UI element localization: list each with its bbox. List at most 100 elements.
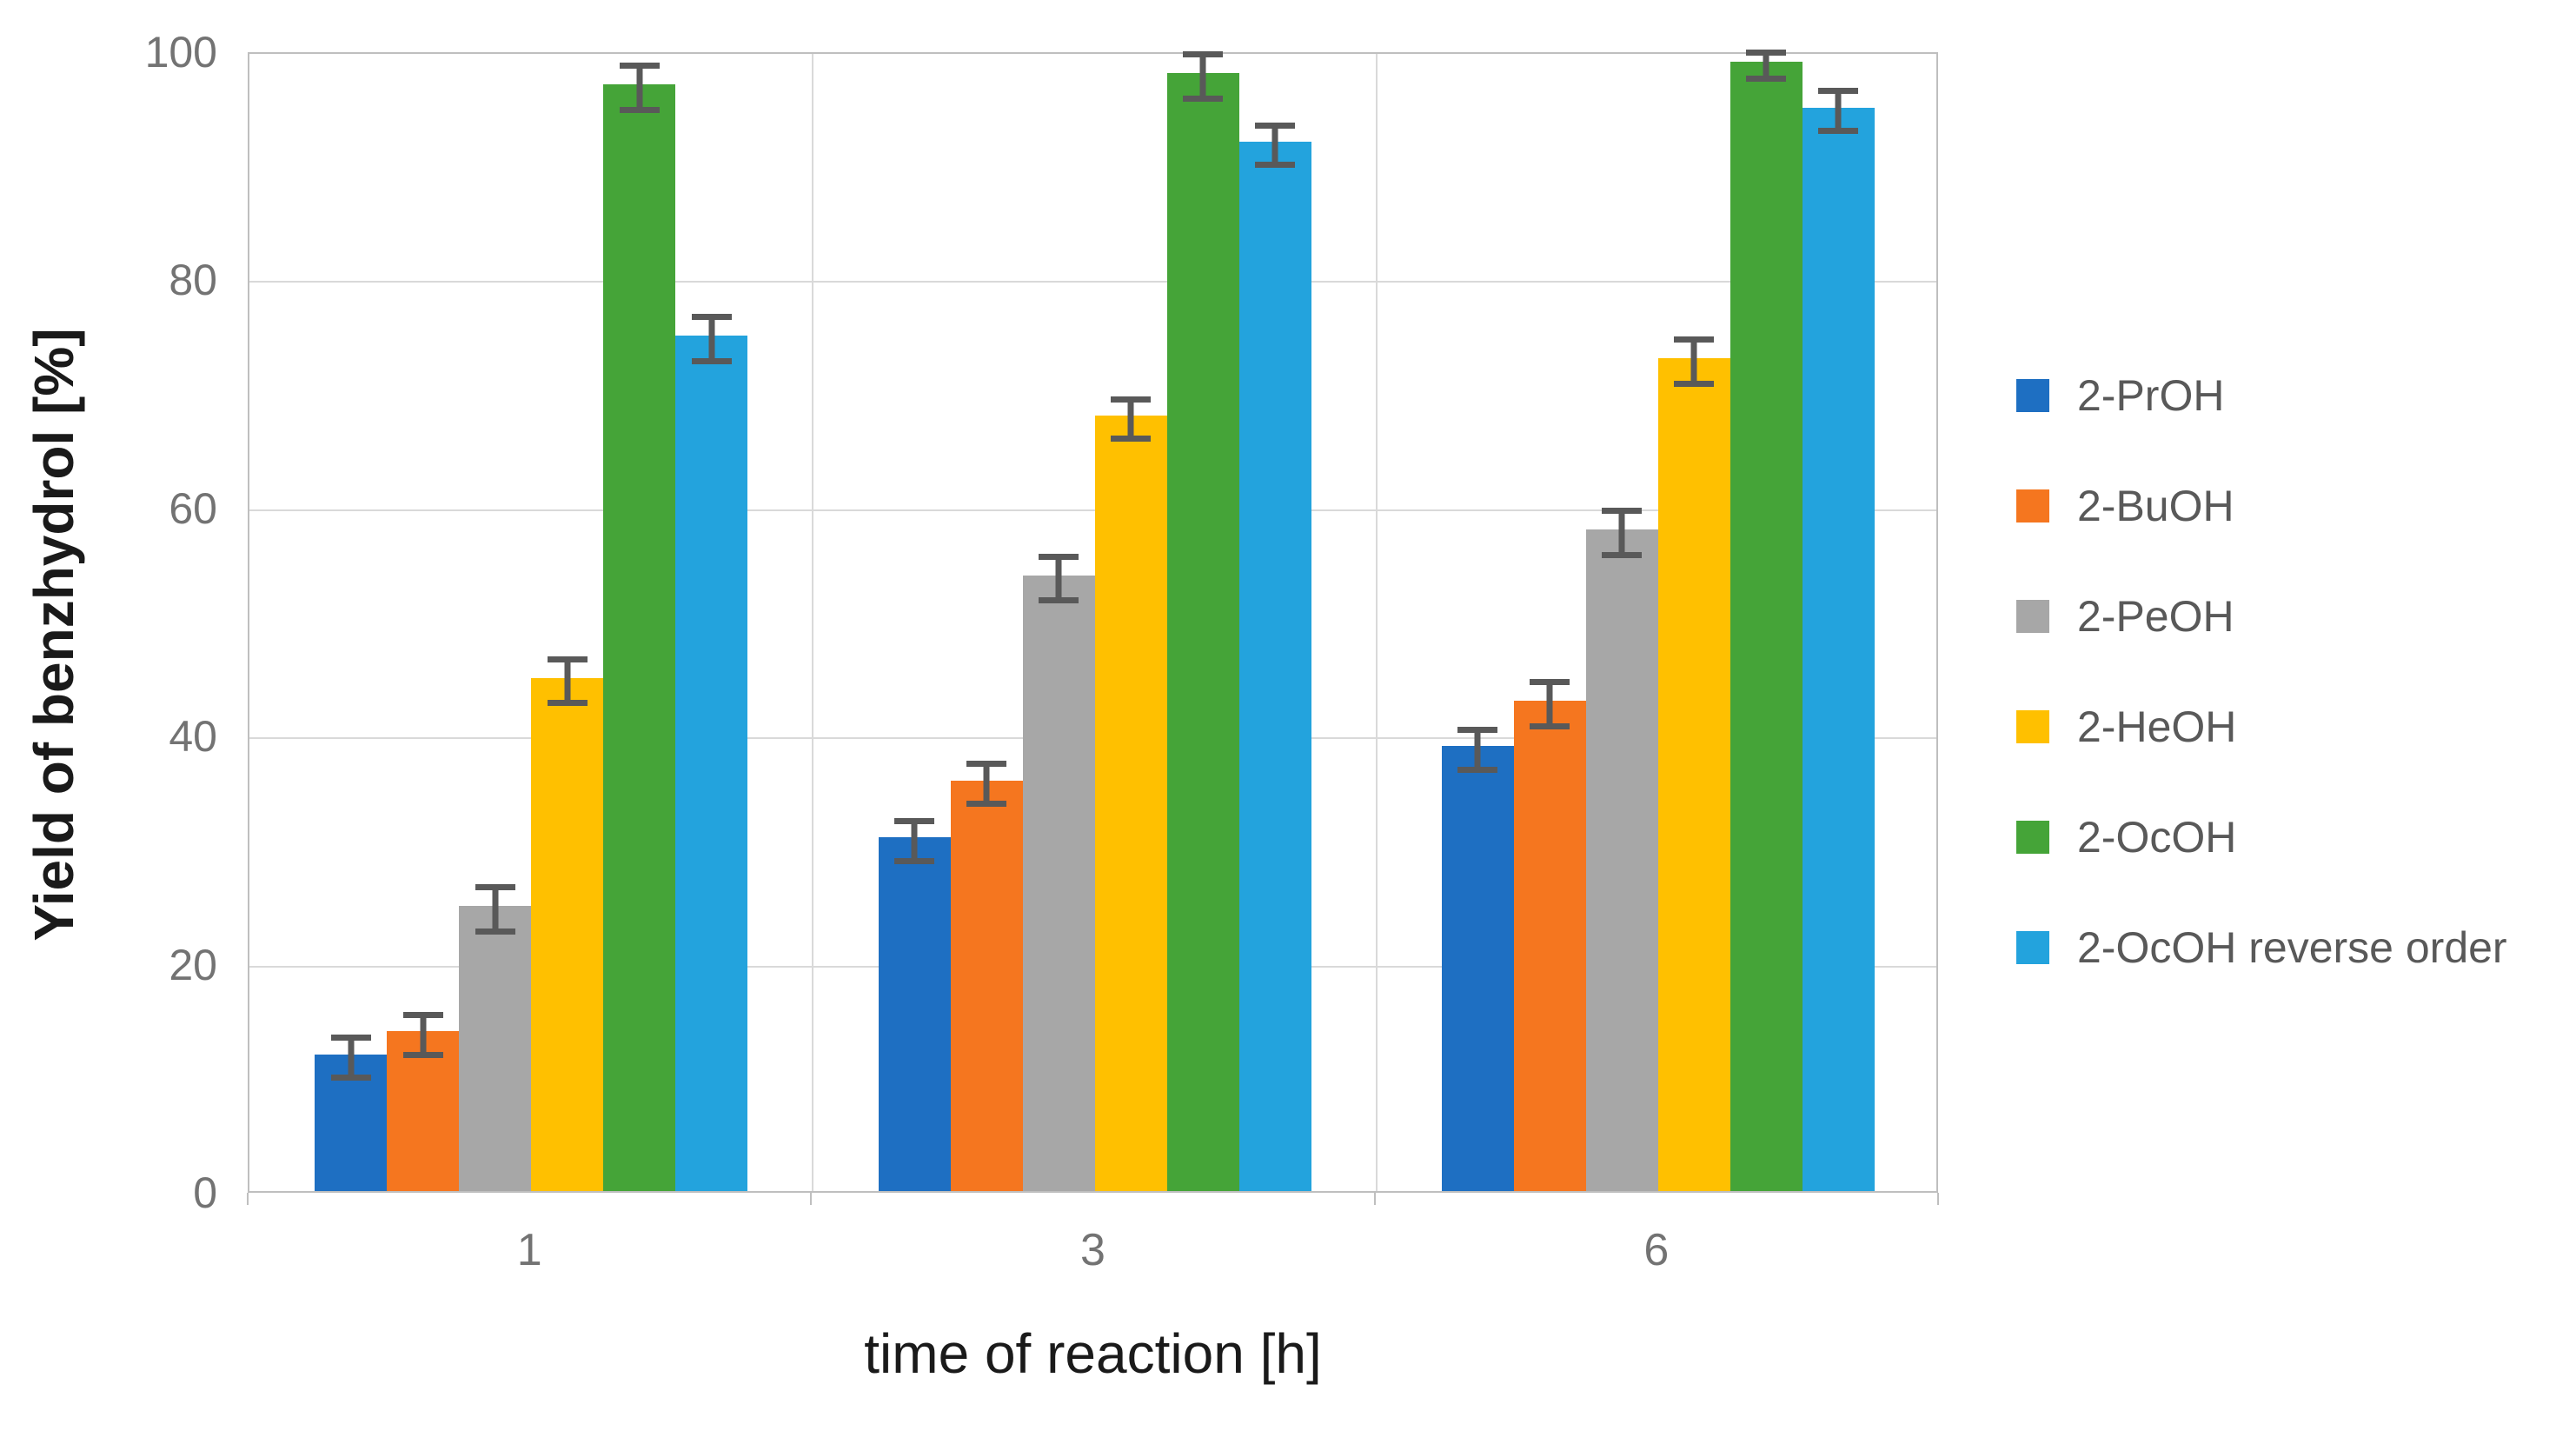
error-bar-cap-top [475, 884, 515, 891]
error-bar-cap-top [1111, 396, 1151, 403]
error-bar [603, 63, 675, 114]
error-bar-stem [1690, 336, 1697, 388]
bar-2-BuOH-cat3 [950, 780, 1023, 1191]
error-bar [1658, 336, 1730, 388]
error-bar-cap-top [1183, 51, 1223, 58]
error-bar-cap-top [1530, 678, 1570, 685]
error-bar-stem [1618, 508, 1625, 558]
bar-2-HeOH-cat6 [1657, 358, 1730, 1191]
y-tick-label: 60 [169, 483, 217, 533]
legend-item-2-PeOH: 2-PeOH [2016, 595, 2234, 638]
legend-swatch [2016, 489, 2049, 522]
legend-label: 2-OcOH reverse order [2077, 923, 2507, 972]
y-axis-title: Yield of benzhydrol [%] [23, 328, 85, 942]
error-bar-stem [1835, 88, 1842, 134]
error-bar-cap-top [619, 63, 660, 70]
error-bar-stem [1127, 396, 1134, 443]
x-category-label: 6 [1643, 1225, 1670, 1275]
legend-swatch [2016, 600, 2049, 633]
error-bar-cap-bottom [1039, 597, 1079, 604]
error-bar [1095, 396, 1167, 443]
bar-2-PrOH-cat6 [1441, 746, 1514, 1191]
error-bar-cap-top [1457, 727, 1498, 734]
error-bar-cap-top [547, 656, 588, 662]
error-bar-cap-bottom [1674, 381, 1715, 388]
bar-2-OcOH-cat1 [603, 84, 676, 1191]
error-bar-cap-top [402, 1012, 443, 1019]
error-bar [531, 656, 603, 707]
bar-2-PrOH-cat3 [878, 837, 951, 1191]
error-bar-cap-top [1602, 508, 1643, 515]
v-gridline [812, 54, 814, 1191]
v-gridline [1375, 54, 1378, 1191]
error-bar [1442, 727, 1514, 773]
legend-label: 2-PeOH [2077, 592, 2234, 641]
h-gridline [249, 281, 1936, 283]
error-bar [1803, 88, 1875, 134]
bar-2-OcOH reverse order-cat1 [675, 336, 748, 1191]
error-bar [1730, 49, 1803, 82]
x-axis-tick [1937, 1193, 1939, 1205]
error-bar-cap-top [1255, 122, 1295, 129]
error-bar-cap-bottom [1746, 75, 1787, 82]
legend-swatch [2016, 931, 2049, 964]
error-bar-stem [636, 63, 643, 114]
bar-2-OcOH reverse order-cat6 [1802, 107, 1875, 1191]
legend-swatch [2016, 379, 2049, 412]
error-bar [675, 314, 747, 364]
bar-2-BuOH-cat6 [1513, 700, 1586, 1191]
legend-item-2-BuOH: 2-BuOH [2016, 484, 2234, 528]
x-category-label: 3 [1080, 1225, 1105, 1275]
error-bar-stem [348, 1035, 355, 1081]
bar-2-OcOH reverse order-cat3 [1238, 141, 1311, 1191]
bar-2-HeOH-cat1 [531, 677, 604, 1191]
error-bar [1514, 678, 1586, 729]
x-axis-title: time of reaction [h] [864, 1322, 1322, 1385]
error-bar-cap-top [691, 314, 732, 321]
error-bar-cap-top [1818, 88, 1859, 95]
error-bar [387, 1012, 459, 1058]
error-bar-stem [1199, 51, 1206, 103]
legend-item-2-HeOH: 2-HeOH [2016, 705, 2236, 749]
h-gridline [249, 509, 1936, 511]
error-bar-cap-bottom [894, 857, 934, 864]
error-bar-stem [1474, 727, 1481, 773]
error-bar [1023, 553, 1095, 604]
error-bar-cap-bottom [1183, 96, 1223, 103]
legend-label: 2-PrOH [2077, 371, 2225, 420]
bar-2-OcOH-cat6 [1730, 62, 1803, 1191]
bar-2-PeOH-cat6 [1585, 529, 1658, 1191]
error-bar-cap-top [1039, 553, 1079, 560]
error-bar-cap-top [1674, 336, 1715, 343]
error-bar [315, 1035, 387, 1081]
error-bar-cap-top [1746, 49, 1787, 56]
error-bar-cap-bottom [966, 800, 1006, 807]
bar-2-HeOH-cat3 [1094, 415, 1167, 1191]
error-bar-stem [564, 656, 571, 707]
error-bar-stem [1055, 553, 1062, 604]
error-bar-stem [1271, 122, 1278, 169]
legend-label: 2-BuOH [2077, 482, 2234, 530]
legend-item-2-PrOH: 2-PrOH [2016, 374, 2224, 417]
error-bar [459, 884, 531, 935]
legend-item-2-OcOH reverse order: 2-OcOH reverse order [2016, 926, 2507, 969]
error-bar-stem [983, 761, 990, 807]
error-bar [879, 818, 951, 864]
y-tick-label: 100 [144, 28, 217, 77]
error-bar-cap-bottom [619, 107, 660, 114]
error-bar-cap-bottom [1457, 766, 1498, 773]
error-bar [1586, 508, 1658, 558]
error-bar-stem [492, 884, 499, 935]
error-bar-stem [708, 314, 715, 364]
legend-swatch [2016, 821, 2049, 854]
error-bar-cap-bottom [1818, 127, 1859, 134]
legend-swatch [2016, 710, 2049, 743]
error-bar-stem [911, 818, 918, 864]
error-bar-cap-bottom [1111, 436, 1151, 443]
error-bar-cap-top [894, 818, 934, 825]
legend-label: 2-HeOH [2077, 702, 2237, 751]
error-bar [1239, 122, 1311, 169]
legend-label: 2-OcOH [2077, 813, 2237, 862]
x-axis-tick [247, 1193, 249, 1205]
y-tick-label: 0 [193, 1168, 217, 1217]
